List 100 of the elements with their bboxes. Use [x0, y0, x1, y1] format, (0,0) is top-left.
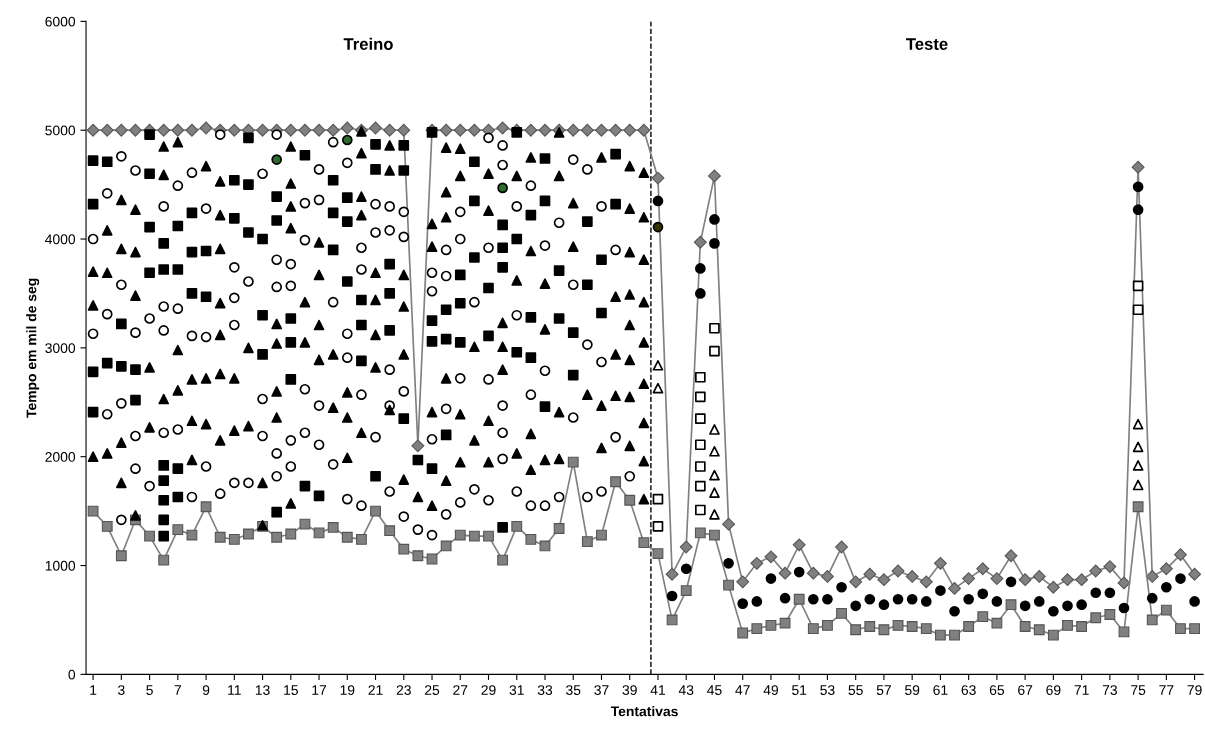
point — [652, 195, 664, 207]
point — [864, 593, 876, 605]
point — [723, 558, 734, 569]
point — [709, 214, 720, 225]
y-axis-title: Tempo em mil de seg — [26, 278, 40, 418]
x-tick-label: 1 — [90, 685, 97, 695]
point — [1132, 280, 1144, 292]
x-tick-label: 73 — [1102, 685, 1117, 695]
point — [709, 469, 720, 481]
point — [850, 600, 862, 612]
point — [709, 424, 720, 435]
x-tick-label: 51 — [792, 685, 807, 695]
x-tick-label: 29 — [481, 685, 496, 695]
point — [765, 573, 777, 584]
point — [1062, 600, 1073, 612]
point — [652, 382, 664, 394]
point — [1104, 587, 1116, 599]
x-tick-label: 79 — [1187, 685, 1202, 695]
point — [949, 605, 960, 617]
x-tick-label: 67 — [1018, 685, 1033, 695]
point — [695, 504, 706, 516]
point — [779, 592, 791, 604]
point — [695, 413, 706, 424]
point — [652, 493, 664, 505]
x-tick-label: 45 — [707, 685, 722, 695]
x-tick-label: 7 — [174, 685, 181, 695]
point — [709, 509, 720, 520]
point — [709, 238, 720, 249]
x-tick-label: 13 — [255, 685, 270, 695]
point — [1146, 592, 1158, 604]
x-tick-label: 77 — [1159, 685, 1174, 695]
point — [935, 585, 946, 596]
point — [1090, 587, 1102, 599]
y-tick-label: 3000 — [45, 343, 76, 354]
x-tick-label: 17 — [312, 685, 327, 695]
x-axis-title: Tentativas — [610, 706, 678, 717]
point — [695, 371, 706, 383]
x-tick-label: 63 — [961, 685, 976, 695]
point — [652, 359, 664, 371]
x-tick-label: 39 — [622, 685, 637, 695]
x-tick-label: 41 — [650, 685, 666, 695]
point — [1132, 460, 1144, 471]
point — [1118, 602, 1130, 614]
annotation: Treino — [343, 37, 393, 50]
point — [906, 593, 918, 605]
point — [1189, 596, 1200, 607]
point — [709, 345, 720, 357]
point — [1132, 418, 1144, 430]
point — [1175, 573, 1186, 584]
point — [920, 596, 932, 607]
point — [695, 461, 706, 472]
point — [709, 322, 720, 334]
point — [836, 581, 847, 593]
point — [652, 521, 664, 532]
x-tick-label: 53 — [820, 685, 835, 695]
y-tick-label: 1000 — [45, 560, 76, 571]
point — [822, 593, 833, 605]
x-tick-label: 59 — [904, 685, 920, 695]
point — [1161, 581, 1172, 593]
y-tick-label: 2000 — [45, 452, 76, 462]
point — [497, 182, 508, 194]
point — [751, 596, 763, 607]
point — [892, 593, 904, 605]
point — [1132, 441, 1144, 453]
x-tick-label: 19 — [340, 685, 355, 695]
point — [709, 487, 720, 498]
point — [1005, 576, 1017, 588]
x-tick-label: 61 — [933, 685, 948, 695]
point — [807, 593, 819, 605]
x-tick-label: 33 — [537, 685, 553, 695]
y-tick-label: 6000 — [45, 16, 76, 27]
point — [793, 566, 805, 578]
x-tick-label: 23 — [396, 685, 411, 695]
x-tick-label: 43 — [678, 685, 694, 695]
point — [680, 563, 692, 575]
x-tick-label: 31 — [509, 685, 524, 695]
x-tick-label: 69 — [1046, 685, 1061, 695]
point — [695, 391, 706, 403]
point — [695, 263, 706, 274]
point — [709, 445, 720, 457]
point — [1132, 204, 1144, 215]
point — [963, 593, 974, 605]
x-tick-label: 35 — [566, 685, 581, 695]
y-tick-label: 0 — [68, 669, 76, 680]
x-tick-label: 47 — [735, 685, 750, 695]
point — [341, 134, 353, 146]
point — [991, 596, 1003, 607]
y-tick-label: 5000 — [45, 125, 76, 136]
x-tick-label: 27 — [453, 685, 468, 695]
point — [695, 439, 706, 451]
point — [737, 598, 749, 609]
point — [695, 288, 706, 299]
point — [1019, 600, 1031, 612]
y-tick-label: 4000 — [45, 234, 76, 245]
point — [1033, 596, 1045, 607]
x-tick-label: 21 — [368, 685, 383, 695]
point — [878, 599, 890, 611]
point — [977, 588, 989, 600]
point — [1132, 304, 1144, 316]
x-tick-label: 65 — [989, 685, 1005, 695]
